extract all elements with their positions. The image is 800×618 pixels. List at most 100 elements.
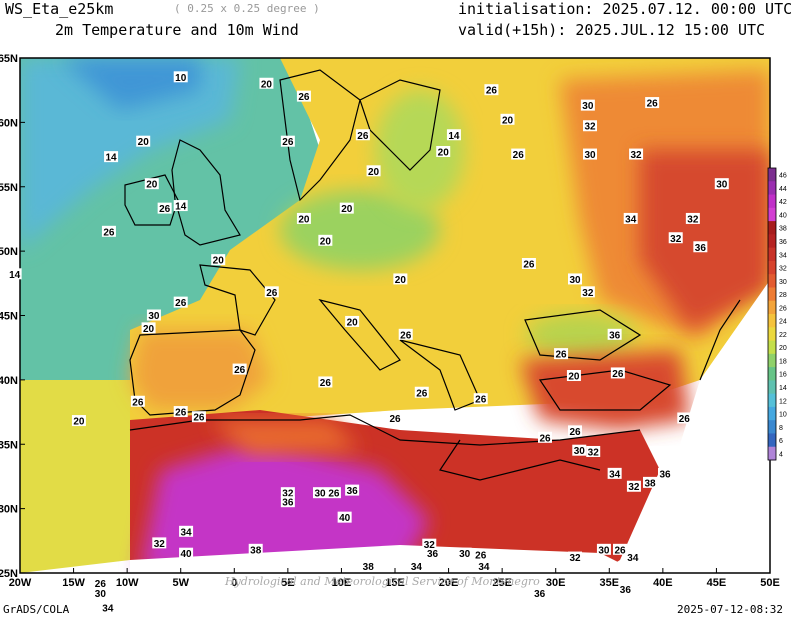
contour-label: 32 bbox=[670, 234, 682, 245]
colorbar-frame bbox=[767, 167, 777, 461]
colorbar-label: 18 bbox=[779, 358, 787, 365]
contour-label-bg bbox=[296, 212, 311, 224]
lon-label: 30E bbox=[546, 577, 566, 589]
contour-label-bg bbox=[625, 551, 640, 563]
lon-label: 10W bbox=[116, 577, 139, 589]
iberia-field bbox=[130, 330, 270, 410]
colorbar-swatch bbox=[768, 207, 776, 222]
contour-label-bg bbox=[538, 431, 552, 443]
contour-label-bg bbox=[264, 286, 279, 298]
colorbar-label: 26 bbox=[779, 305, 787, 312]
lon-label: 40E bbox=[653, 577, 673, 589]
contour-label: 30 bbox=[459, 549, 471, 560]
contour-label-bg bbox=[179, 547, 194, 559]
contour-label-bg bbox=[629, 148, 644, 160]
contour-label: 20 bbox=[568, 372, 580, 383]
colorbar-swatch bbox=[768, 181, 776, 196]
contour-label: 32 bbox=[282, 489, 294, 500]
lon-label: 35E bbox=[599, 577, 619, 589]
contour-label-bg bbox=[572, 444, 587, 456]
contour-label: 34 bbox=[627, 553, 639, 564]
colorbar-label: 6 bbox=[779, 438, 783, 445]
contour-label: 20 bbox=[368, 167, 380, 178]
contour-label: 26 bbox=[175, 408, 187, 419]
contour-label-bg bbox=[626, 480, 641, 492]
subtropic-ocean-field bbox=[20, 380, 130, 573]
contour-label: 26 bbox=[328, 489, 340, 500]
contour-label-bg bbox=[93, 577, 108, 589]
lat-label: 45N bbox=[0, 311, 18, 323]
footer-timestamp: 2025-07-12-08:32 bbox=[677, 603, 783, 616]
contour-label-bg bbox=[280, 135, 295, 147]
colorbar-label: 40 bbox=[779, 212, 787, 219]
contour-label-bg bbox=[130, 395, 145, 407]
contour-label-bg bbox=[355, 129, 370, 141]
lat-label: 35N bbox=[0, 439, 18, 451]
contour-label-bg bbox=[173, 296, 188, 308]
contour-label-bg bbox=[280, 487, 295, 499]
contour-label: 26 bbox=[513, 150, 525, 161]
contour-label-bg bbox=[152, 537, 167, 549]
contour-label-bg bbox=[586, 445, 601, 457]
contour-label: 20 bbox=[347, 317, 359, 328]
contour-label: 26 bbox=[475, 395, 487, 406]
colorbar-label: 10 bbox=[779, 412, 787, 419]
contour-label: 30 bbox=[574, 446, 586, 457]
contour-label: 26 bbox=[266, 288, 278, 299]
colorbar-label: 34 bbox=[779, 252, 787, 259]
contour-label-bg bbox=[101, 225, 116, 237]
contour-label: 14 bbox=[448, 131, 460, 142]
contour-label-bg bbox=[473, 393, 488, 405]
contour-label: 20 bbox=[213, 256, 225, 267]
contour-label-bg bbox=[610, 367, 625, 379]
lat-label: 55N bbox=[0, 182, 18, 194]
colorbar-swatch bbox=[768, 353, 776, 368]
contour-label-bg bbox=[658, 467, 672, 479]
contour-label-bg bbox=[623, 212, 638, 224]
colorbar-swatch bbox=[768, 300, 776, 315]
contour-label-bg bbox=[607, 467, 622, 479]
contour-label: 34 bbox=[411, 562, 423, 573]
contour-label: 26 bbox=[234, 365, 246, 376]
colorbar-label: 8 bbox=[779, 425, 783, 432]
contour-label-bg bbox=[366, 165, 381, 177]
contour-label-bg bbox=[339, 202, 354, 214]
contour-label-bg bbox=[568, 551, 582, 563]
contour-label-bg bbox=[173, 71, 188, 83]
contour-label-bg bbox=[668, 232, 683, 244]
contour-label: 32 bbox=[424, 540, 436, 551]
contour-label-bg bbox=[326, 487, 341, 499]
contour-label-bg bbox=[568, 425, 582, 437]
contour-label: 30 bbox=[95, 589, 107, 600]
colorbar-swatch bbox=[768, 433, 776, 448]
contour-label-bg bbox=[618, 583, 633, 595]
contour-label: 38 bbox=[363, 562, 375, 573]
contour-label: 32 bbox=[569, 553, 581, 564]
colorbar-swatch bbox=[768, 446, 776, 461]
contour-label: 26 bbox=[298, 92, 310, 103]
lon-label: 25E bbox=[492, 577, 512, 589]
contour-label: 32 bbox=[154, 539, 166, 550]
colorbar-label: 36 bbox=[779, 239, 787, 246]
colorbar-label: 44 bbox=[779, 186, 787, 193]
colorbar-swatch bbox=[768, 168, 776, 182]
contour-label-bg bbox=[613, 543, 627, 555]
contour-label-bg bbox=[583, 120, 597, 132]
coldest-ocean-field bbox=[60, 58, 200, 110]
contour-label-bg bbox=[318, 234, 333, 246]
contour-label: 36 bbox=[282, 498, 294, 509]
contour-label: 32 bbox=[582, 288, 594, 299]
colorbar-swatch bbox=[768, 221, 776, 235]
contour-label: 36 bbox=[347, 486, 359, 497]
lon-label: 15W bbox=[62, 577, 85, 589]
colorbar-label: 32 bbox=[779, 266, 787, 273]
contour-label: 30 bbox=[584, 150, 596, 161]
contour-label: 20 bbox=[143, 324, 155, 335]
colorbar-label: 20 bbox=[779, 345, 787, 352]
contour-label-bg bbox=[566, 370, 581, 382]
contour-label: 32 bbox=[687, 214, 699, 225]
contour-label-bg bbox=[500, 113, 515, 125]
colorbar-label: 16 bbox=[779, 372, 787, 379]
contour-label-bg bbox=[388, 412, 402, 424]
